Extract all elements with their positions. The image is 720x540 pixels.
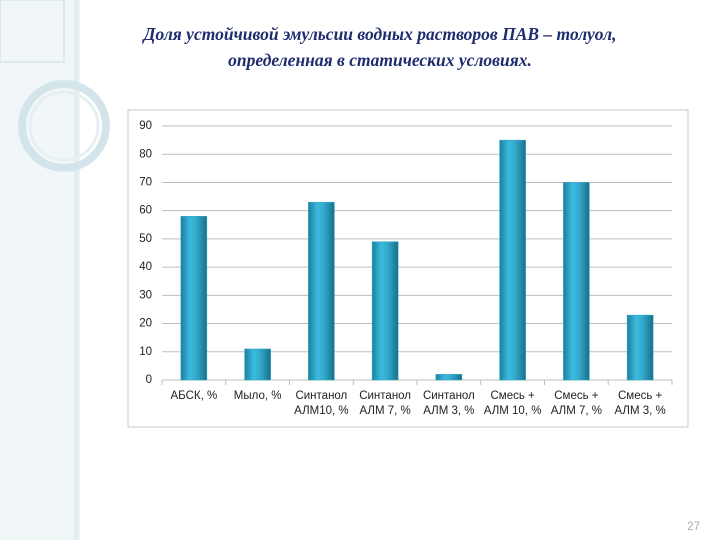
bar [626, 314, 654, 381]
y-tick-label: 60 [139, 205, 152, 217]
bar [308, 201, 335, 381]
x-tick-label: Смесь + АЛМ 7, % [550, 390, 602, 417]
y-tick-label: 80 [139, 148, 152, 160]
bar [563, 182, 590, 381]
x-tick-label: Смесь + АЛМ 10, % [483, 390, 542, 417]
x-tick-label: Синтанол АЛМ 7, % [359, 390, 412, 417]
y-tick-label: 50 [139, 233, 152, 245]
side-stripe [74, 0, 79, 540]
chart-title: определенная в статических условиях. [228, 50, 532, 70]
y-tick-label: 90 [139, 120, 152, 132]
deco-circle [18, 80, 110, 172]
x-tick-label: Синтанол АЛМ 3, % [422, 390, 475, 417]
chart-title: Доля устойчивой эмульсии водных растворо… [143, 24, 617, 44]
x-tick-label: АБСК, % [170, 390, 218, 402]
y-tick-label: 30 [139, 289, 152, 301]
deco-square [0, 0, 65, 63]
bar [180, 216, 208, 381]
bar [244, 348, 271, 381]
y-tick-label: 10 [139, 346, 152, 358]
bar [435, 374, 463, 381]
y-tick-label: 40 [139, 261, 152, 273]
x-tick-label: Смесь + АЛМ 3, % [614, 390, 666, 417]
deco-circle [28, 90, 100, 162]
x-tick-label: Мыло, % [233, 390, 282, 402]
slide-number: 27 [687, 521, 700, 533]
y-tick-label: 0 [146, 374, 152, 386]
y-tick-label: 20 [139, 318, 152, 330]
chart-frame [127, 109, 689, 428]
bar [499, 139, 526, 381]
y-tick-label: 70 [139, 176, 152, 188]
bar [371, 241, 399, 381]
x-tick-label: Синтанол АЛМ10, % [294, 390, 349, 417]
